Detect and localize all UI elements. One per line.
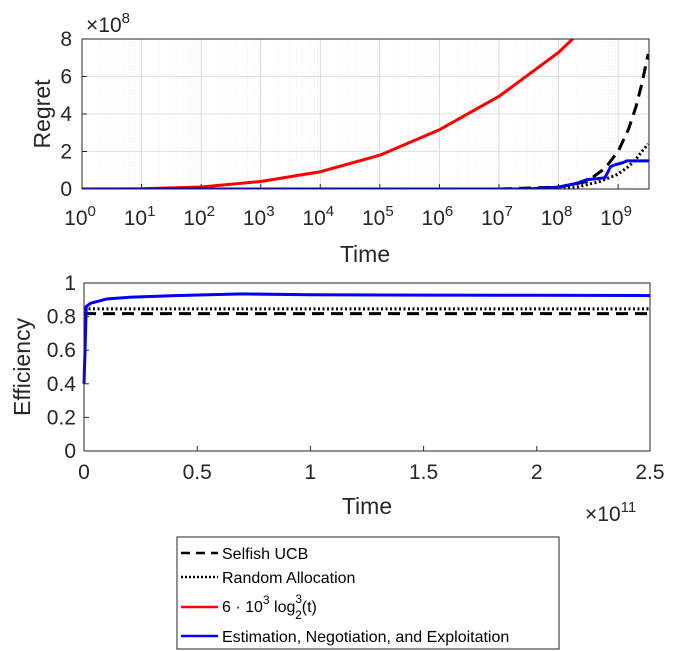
y-tick-label: 0.4 — [47, 373, 77, 396]
x-tick-label: 2.5 — [635, 461, 664, 484]
y-tick-label: 8 — [60, 28, 72, 51]
regret-grid — [81, 38, 649, 190]
legend-item-estimation: Estimation, Negotiation, and Exploitatio… — [181, 629, 509, 646]
legend: Selfish UCB Random Allocation 6 · 103 lo… — [176, 536, 560, 650]
x-tick-label: 109 — [600, 203, 632, 230]
legend-label: Selfish UCB — [222, 546, 308, 563]
x-tick-label: 0 — [78, 461, 90, 484]
series-line-6-10-3-log-2-3-t — [82, 39, 575, 189]
legend-label: Random Allocation — [222, 570, 355, 587]
y-tick-label: 2 — [60, 141, 72, 164]
series-line-estimation-negotiation-and-exploitation — [82, 292, 651, 384]
y-tick-label: 0 — [60, 178, 72, 201]
x-tick-label: 101 — [124, 203, 156, 230]
x-tick-label: 104 — [302, 203, 334, 230]
legend-label: Estimation, Negotiation, and Exploitatio… — [222, 629, 509, 646]
x-tick-label: 108 — [541, 203, 573, 230]
regret-chart: 100 101 102 103 104 105 106 107 108 109 0 2 4 6 8 ×10… — [29, 10, 650, 267]
series-line-selfish-ucb — [82, 53, 649, 189]
efficiency-y-ticks: 0 0.2 0.4 0.6 0.8 1 — [47, 272, 89, 463]
regret-series — [82, 39, 649, 189]
y-tick-label: 0.2 — [47, 406, 76, 429]
efficiency-plot-frame — [83, 282, 651, 452]
efficiency-x-ticks: 0 0.5 1 1.5 2 2.5 — [78, 446, 665, 484]
legend-box — [176, 536, 560, 650]
legend-item-selfish-ucb: Selfish UCB — [181, 546, 308, 563]
regret-x-axis-label: Time — [340, 241, 390, 267]
regret-y-axis-label: Regret — [29, 79, 55, 149]
y-tick-label: 0.6 — [47, 339, 76, 362]
legend-label: 6 · 103 log3 2(t) — [222, 592, 317, 622]
x-tick-label: 103 — [243, 203, 275, 230]
legend-item-random-allocation: Random Allocation — [181, 570, 355, 587]
x-tick-label: 2 — [531, 461, 543, 484]
efficiency-chart: 0 0.5 1 1.5 2 2.5 0 0.2 0.4 0.6 0.8 1 Time Efficie… — [9, 272, 665, 526]
regret-x-ticks: 100 101 102 103 104 105 106 107 108 109 — [64, 184, 632, 230]
x-tick-label: 100 — [64, 203, 96, 230]
y-tick-label: 0 — [64, 440, 76, 463]
efficiency-x-axis-label: Time — [342, 493, 392, 519]
x-tick-label: 102 — [183, 203, 215, 230]
x-tick-label: 106 — [422, 203, 454, 230]
efficiency-series — [82, 292, 651, 384]
series-line-estimation-negotiation-and-exploitation — [82, 159, 649, 189]
x-tick-label: 1 — [305, 461, 317, 484]
regret-y-exponent: ×108 — [86, 10, 130, 37]
x-tick-label: 1.5 — [409, 461, 438, 484]
legend-item-log-bound: 6 · 103 log3 2(t) — [181, 592, 317, 622]
series-line-random-allocation — [82, 143, 649, 189]
efficiency-x-exponent: ×1011 — [585, 499, 636, 526]
y-tick-label: 6 — [60, 66, 72, 89]
x-tick-label: 0.5 — [183, 461, 212, 484]
regret-y-ticks: 0 2 4 6 8 — [60, 28, 87, 201]
y-tick-label: 1 — [64, 272, 76, 295]
efficiency-y-axis-label: Efficiency — [9, 317, 35, 416]
y-tick-label: 4 — [60, 103, 72, 126]
x-tick-label: 105 — [362, 203, 394, 230]
y-tick-label: 0.8 — [47, 306, 76, 329]
x-tick-label: 107 — [481, 203, 513, 230]
